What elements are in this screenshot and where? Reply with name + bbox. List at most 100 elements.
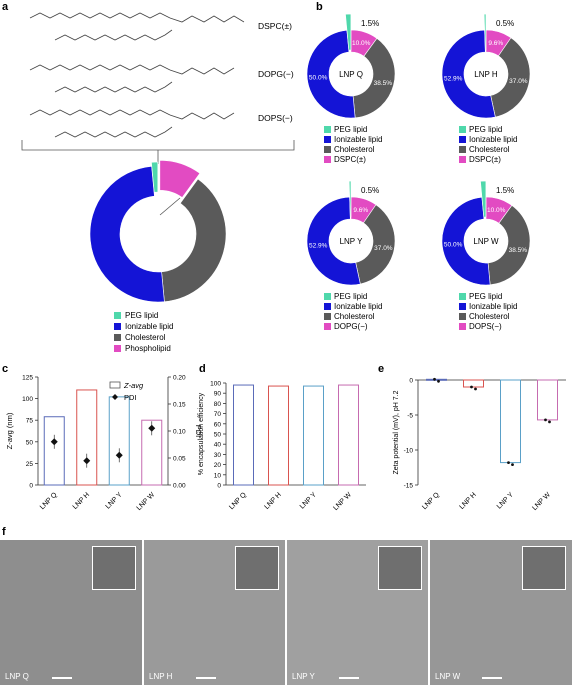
lipid-structures — [29, 12, 245, 138]
micrograph-inset — [522, 546, 566, 590]
bar — [108, 396, 130, 486]
x-tick-label: LNP W — [332, 491, 353, 512]
donut-slice — [480, 180, 487, 218]
donut-lnp: 10.0% 38.5% 50.0% 1.5% LNP Q PEG lipidIonizab… — [306, 13, 396, 164]
x-tick-label: LNP Q — [228, 491, 248, 511]
legend-label: PEG lipid — [469, 125, 502, 134]
micrograph-inset — [378, 546, 422, 590]
y-tick-label: 90 — [214, 391, 222, 398]
pdi-point — [148, 424, 156, 432]
donut-slice — [355, 204, 396, 285]
legend-swatch — [459, 146, 466, 153]
donut-lnp: 9.6% 37.0% 52.9% 0.5% LNP Y PEG lipidIonizabl… — [306, 180, 396, 331]
legend-label: DSPC(±) — [469, 155, 501, 164]
legend-label: DSPC(±) — [334, 155, 366, 164]
y-axis-title: % encapsulation efficiency — [198, 392, 205, 475]
y-tick-label: 125 — [22, 375, 33, 382]
micrograph-lnp-q: LNP Q — [0, 540, 142, 685]
donut-slice — [352, 37, 396, 119]
micrograph-inset — [235, 546, 279, 590]
lipid-name-dops: DOPS(−) — [258, 113, 293, 123]
y-tick-label: 75 — [26, 418, 34, 425]
legend-swatch — [114, 323, 121, 330]
data-point — [470, 385, 473, 389]
pdi-point — [50, 438, 58, 446]
legend-swatch — [324, 156, 331, 163]
micrograph-lnp-h: LNP H — [144, 540, 285, 685]
legend-label: Cholesterol — [125, 333, 166, 342]
slice-label: 50.0% — [444, 242, 463, 249]
slice-label: 0.5% — [361, 186, 379, 195]
y-tick-label: 25 — [26, 461, 34, 468]
y-tick-label: 50 — [214, 432, 222, 439]
donut-center-label: LNP Q — [339, 70, 363, 79]
data-point — [474, 387, 477, 391]
legend-swatch — [324, 146, 331, 153]
legend-swatch — [324, 293, 331, 300]
donut-lnp: 10.0% 38.5% 50.0% 1.5% LNP W PEG lipidIonizab… — [441, 180, 531, 331]
legend-swatch — [114, 334, 121, 341]
scale-bar — [339, 677, 359, 679]
legend-label: PEG lipid — [334, 125, 367, 134]
donut-slice — [490, 37, 531, 118]
micrograph-inset — [92, 546, 136, 590]
donut-slice — [151, 161, 159, 193]
slice-label: 10.0% — [352, 40, 371, 47]
legend-swatch — [459, 313, 466, 320]
data-point — [433, 377, 436, 381]
scale-bar — [52, 677, 72, 679]
bar — [233, 384, 254, 486]
slice-label: 9.6% — [488, 40, 503, 47]
panel-label-d: d — [199, 363, 206, 375]
x-tick-label: LNP H — [72, 491, 91, 510]
donut-center-label: LNP Y — [340, 237, 363, 246]
legend-label: Cholesterol — [469, 145, 510, 154]
data-point — [548, 420, 551, 424]
legend-swatch — [459, 303, 466, 310]
panel-label-e: e — [378, 363, 384, 375]
donut-center-label: LNP W — [473, 237, 499, 246]
legend-label: Cholesterol — [469, 312, 510, 321]
micrograph-label: LNP W — [435, 672, 461, 681]
legend-swatch — [459, 293, 466, 300]
slice-label: 37.0% — [509, 78, 528, 85]
y-axis-title: Zeta potential (mV), pH 7.2 — [393, 390, 400, 474]
legend-label: Ionizable lipid — [334, 135, 382, 144]
slice-label: 37.0% — [374, 245, 393, 252]
donut-slice — [159, 159, 201, 198]
scale-bar — [482, 677, 502, 679]
bar — [43, 416, 65, 486]
donut-slice — [306, 196, 361, 286]
legend-swatch — [112, 394, 118, 400]
panel-label-b: b — [316, 1, 323, 13]
pointer-line — [159, 197, 181, 216]
bar — [463, 379, 484, 388]
slice-label: 0.5% — [496, 19, 514, 28]
legend-swatch — [324, 303, 331, 310]
chart-z-avg: 0 25 50 75 100 125 0.00 0.05 0.10 0.15 0.20 Z-avg (… — [5, 375, 203, 513]
donut-slice — [89, 165, 165, 303]
micrograph-label: LNP H — [149, 672, 173, 681]
donut-slice — [441, 29, 496, 119]
slice-label: 1.5% — [496, 186, 514, 195]
slice-label: 38.5% — [509, 247, 528, 254]
donut-slice — [483, 13, 487, 51]
bar — [537, 379, 558, 421]
panel-label-a: a — [2, 1, 9, 13]
y-tick-label: 30 — [214, 452, 222, 459]
x-tick-label: LNP W — [531, 491, 552, 512]
legend-swatch — [459, 136, 466, 143]
y-tick-label: 100 — [22, 396, 33, 403]
chart-encapsulation: 0 10 20 30 40 50 60 70 80 90 100 % encapsulation ef… — [198, 381, 366, 512]
legend-label: Cholesterol — [334, 312, 375, 321]
bar — [303, 385, 324, 486]
legend-swatch — [459, 156, 466, 163]
data-point — [437, 379, 440, 383]
legend-main: PEG lipid Ionizable lipid Cholesterol Phosp… — [114, 311, 173, 353]
micrograph-lnp-y: LNP Y — [287, 540, 428, 685]
y-tick-label: -5 — [407, 413, 413, 420]
y-tick-label: 0 — [217, 483, 221, 490]
bar — [338, 384, 359, 486]
pdi-point — [115, 451, 123, 459]
slice-label: 1.5% — [361, 19, 379, 28]
